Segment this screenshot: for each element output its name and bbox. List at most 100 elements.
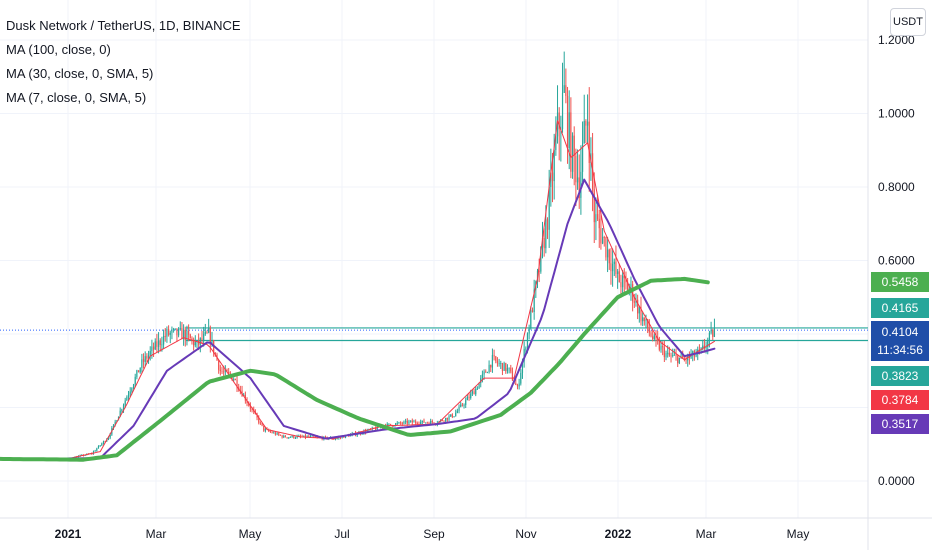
candle-body <box>415 421 417 423</box>
candle-body <box>420 422 422 425</box>
candle-body <box>425 422 427 424</box>
candle-body <box>658 341 660 350</box>
candle-body <box>411 420 413 423</box>
price-badge: 0.3784 <box>871 390 929 410</box>
candle-body <box>114 421 116 425</box>
candle-body <box>670 355 672 357</box>
candle-body <box>221 371 223 372</box>
candle-body <box>540 246 542 272</box>
candle-body <box>169 332 171 335</box>
indicator-ma7[interactable]: MA (7, close, 0, SMA, 5) <box>6 90 147 105</box>
y-tick-label: 0.8000 <box>878 180 915 194</box>
candle-body <box>112 424 115 429</box>
candle-body <box>471 391 473 394</box>
candle-body <box>94 450 96 452</box>
candle-body <box>543 238 545 249</box>
candle-body <box>645 319 647 322</box>
candle-body <box>401 423 403 425</box>
candle-body <box>705 346 707 349</box>
candle-body <box>97 445 100 449</box>
candle-body <box>271 431 273 433</box>
candle-body <box>538 270 540 272</box>
candle-body <box>296 436 298 438</box>
candle-body <box>483 371 485 375</box>
candle-body <box>570 112 572 172</box>
candle-body <box>194 342 196 346</box>
candle-body <box>186 330 188 341</box>
indicator-ma100[interactable]: MA (100, close, 0) <box>6 42 111 57</box>
candle-body <box>586 121 589 126</box>
candle-body <box>223 371 225 373</box>
candle-body <box>174 328 176 330</box>
candle-body <box>637 299 639 314</box>
candle-body <box>284 435 287 438</box>
moving-averages <box>0 120 716 462</box>
candle-body <box>478 383 480 389</box>
candle-body <box>690 355 692 358</box>
candle-body <box>218 360 220 370</box>
candle-body <box>563 85 565 93</box>
candle-body <box>181 328 183 340</box>
price-badge: 0.5458 <box>871 272 929 292</box>
candle-body <box>154 341 156 350</box>
candle-body <box>456 410 458 413</box>
candle-body <box>710 329 712 333</box>
candle-body <box>403 421 405 424</box>
candle-body <box>663 347 665 358</box>
candle-body <box>615 261 617 275</box>
candle-body <box>566 95 569 149</box>
candle-body <box>274 432 277 435</box>
candle-body <box>396 423 398 424</box>
candle-body <box>276 433 278 435</box>
candle-body <box>455 412 457 417</box>
candle-body <box>431 421 433 423</box>
ma30-line <box>0 178 716 460</box>
symbol-title[interactable]: Dusk Network / TetherUS, 1D, BINANCE <box>6 18 241 33</box>
candle-body <box>510 367 512 372</box>
candle-body <box>622 275 624 288</box>
candle-body <box>400 422 402 424</box>
candle-body <box>505 363 507 372</box>
candle-body <box>166 329 168 337</box>
candle-body <box>613 261 615 265</box>
candle-body <box>605 237 607 258</box>
candle-body <box>101 443 103 446</box>
candle-body <box>390 423 392 426</box>
candle-body <box>191 338 193 340</box>
candle-body <box>258 417 260 423</box>
indicator-ma30[interactable]: MA (30, close, 0, SMA, 5) <box>6 66 154 81</box>
candle-body <box>99 445 101 447</box>
candle-body <box>650 332 652 337</box>
candle-body <box>503 363 505 371</box>
candle-body <box>473 391 475 395</box>
candle-body <box>173 329 175 330</box>
candle-body <box>520 372 522 384</box>
currency-button[interactable]: USDT <box>890 8 926 36</box>
candle-body <box>521 361 524 373</box>
candle-body <box>583 120 585 144</box>
ma100-line <box>0 276 710 462</box>
candle-body <box>299 435 302 437</box>
candle-body <box>248 403 250 406</box>
candle-body <box>203 334 205 341</box>
candle-body <box>523 348 525 362</box>
candle-body <box>581 143 584 172</box>
candle-body <box>630 284 632 289</box>
candle-body <box>162 335 165 345</box>
candle-body <box>673 354 675 356</box>
candle-body <box>695 354 697 357</box>
candle-body <box>453 416 455 418</box>
candle-body <box>647 319 649 329</box>
y-axis[interactable]: 1.2000 1.0000 0.8000 0.6000 0.0000 <box>878 33 915 488</box>
candle-body <box>189 334 191 339</box>
candle-body <box>531 310 534 313</box>
candle-body <box>638 307 640 314</box>
candle-body <box>96 448 98 451</box>
candle-body <box>588 121 590 163</box>
candle-body <box>672 355 674 357</box>
x-axis[interactable]: 2021 Mar May Jul Sep Nov 2022 Mar May <box>55 527 810 541</box>
candle-body <box>617 271 619 275</box>
candle-body <box>601 237 604 244</box>
candle-body <box>151 346 153 352</box>
